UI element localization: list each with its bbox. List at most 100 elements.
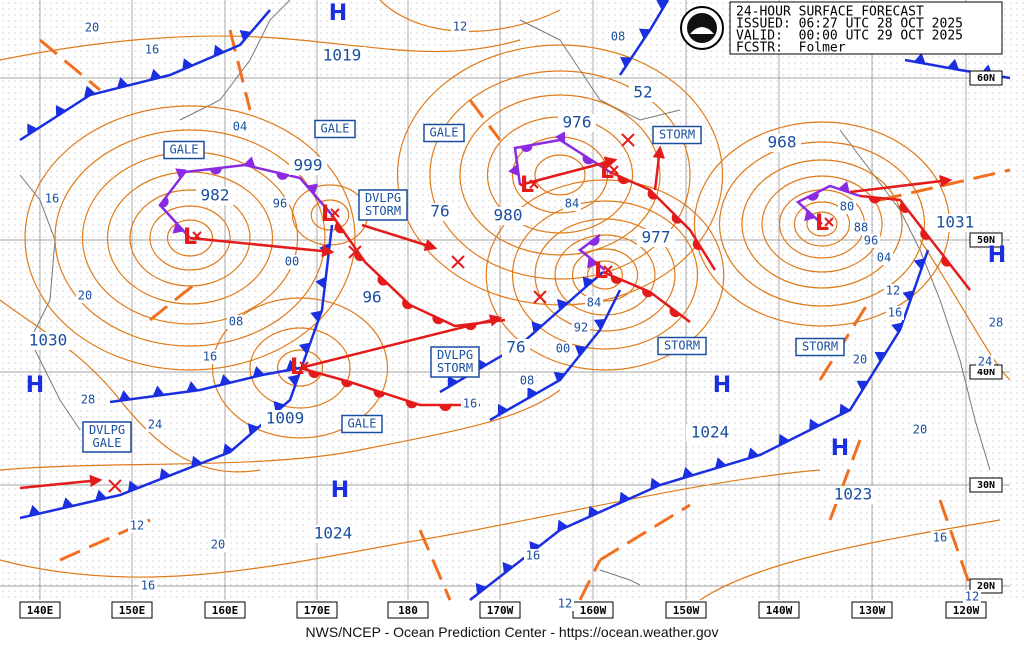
warning-label: DVLPG <box>89 423 125 437</box>
front-semicircle <box>671 213 682 224</box>
logo-bird <box>690 27 714 34</box>
low-center: L <box>321 202 335 227</box>
isobar-label: 24 <box>978 355 992 369</box>
front-semicircle <box>899 202 910 213</box>
header-line: 24-HOUR SURFACE FORECAST <box>736 5 924 20</box>
isobar-label-bg <box>461 397 479 411</box>
isobar-label: 20 <box>211 538 225 552</box>
trough <box>418 529 452 601</box>
isobar-label-bg <box>886 306 904 320</box>
noaa-logo <box>680 6 724 50</box>
low-center: L <box>594 259 608 284</box>
lat-label: 50N <box>977 235 995 246</box>
low-center: L <box>815 211 829 236</box>
pressure-value: 1024 <box>314 524 353 543</box>
pressure-value: 999 <box>294 156 323 175</box>
lon-label: 160W <box>580 604 607 617</box>
pressure-bg <box>763 134 801 152</box>
front-triangle <box>182 58 194 70</box>
isobar-label-bg <box>79 393 97 407</box>
lon-label: 130W <box>859 604 886 617</box>
front-triangle <box>239 30 252 42</box>
lat-box <box>969 70 1003 86</box>
header-frame <box>729 1 1003 55</box>
low-center: L <box>290 355 304 380</box>
track-arrow <box>189 236 335 258</box>
pressure-bg <box>637 229 675 247</box>
isobar-label-bg <box>609 30 627 44</box>
footer: NWS/NCEP - Ocean Prediction Center - htt… <box>305 624 719 640</box>
isobar-label-bg <box>554 342 572 356</box>
low-x <box>299 361 309 371</box>
front-triangle <box>574 345 587 357</box>
lat-box <box>969 232 1003 248</box>
pressure-value: 76 <box>506 338 525 357</box>
isobar <box>429 70 691 280</box>
front-triangle <box>310 310 322 322</box>
isobar-label-bg <box>987 316 1005 330</box>
front-semicircle <box>373 389 386 398</box>
front-triangle <box>557 298 569 311</box>
isobar-label-bg <box>572 321 590 335</box>
isobar-label-bg <box>524 549 542 563</box>
header-line: ISSUED: 06:27 UTC 28 OCT 2025 <box>736 17 963 32</box>
pressure-value: 977 <box>642 228 671 247</box>
pressure-value: 52 <box>633 83 652 102</box>
trough <box>828 439 862 521</box>
front-triangle <box>874 351 887 363</box>
warning-label: STORM <box>365 204 401 218</box>
isobar-label: 12 <box>886 284 900 298</box>
isobar <box>459 94 661 256</box>
front-semicircle <box>520 144 533 152</box>
isobar-label: 00 <box>556 342 570 356</box>
low-x <box>529 179 539 189</box>
front-triangle <box>447 375 459 388</box>
isobar-label: 92 <box>574 321 588 335</box>
front-semicircle <box>807 191 819 201</box>
front-semicircle <box>341 379 353 388</box>
isobar <box>718 141 926 307</box>
isobar-label: 20 <box>85 21 99 35</box>
front-triangle <box>252 366 265 378</box>
isobar-label: 08 <box>229 315 243 329</box>
cold-front <box>19 224 334 520</box>
isobar <box>534 154 586 196</box>
warning-label: GALE <box>348 417 377 431</box>
isobar-label-bg <box>851 353 869 367</box>
pressure-value: 96 <box>362 288 381 307</box>
front-triangle <box>149 68 162 81</box>
front-semicircle <box>308 370 321 379</box>
isobar-label-bg <box>838 200 856 214</box>
trough <box>599 503 691 562</box>
forecast-x <box>621 133 635 147</box>
high-center: H <box>329 1 347 26</box>
pressure-bg <box>829 486 877 504</box>
lon-label: 150E <box>119 604 146 617</box>
isobar-label: 80 <box>840 200 854 214</box>
pressure-bg <box>558 114 596 132</box>
front-triangle <box>553 371 566 383</box>
track-arrow <box>849 174 953 194</box>
isobar-label-bg <box>271 197 289 211</box>
warning-box <box>358 189 408 221</box>
storm-tracks <box>19 133 953 493</box>
front-triangle <box>809 418 820 431</box>
front-semicircle <box>647 189 658 200</box>
lat-box <box>969 578 1003 594</box>
front-triangle <box>191 455 203 468</box>
pressure-bg <box>686 424 734 442</box>
lon-box <box>387 601 429 619</box>
pressure-bg <box>502 339 530 357</box>
front-triangle <box>913 258 926 270</box>
isobar-label-bg <box>139 579 157 593</box>
labels: 140E 150E 160E 170E 180 170W 160W 150W 140W 130W 1… <box>19 1 1006 619</box>
front-triangle <box>508 164 519 177</box>
front-triangle <box>619 491 631 504</box>
isobar-label: 12 <box>558 597 572 611</box>
pressure-bg <box>309 525 357 543</box>
pressure-value: 1019 <box>323 46 362 65</box>
lon-label: 160E <box>212 604 239 617</box>
lat-label: 40N <box>977 367 995 378</box>
front-triangle <box>61 497 74 509</box>
lon-box <box>665 601 707 619</box>
